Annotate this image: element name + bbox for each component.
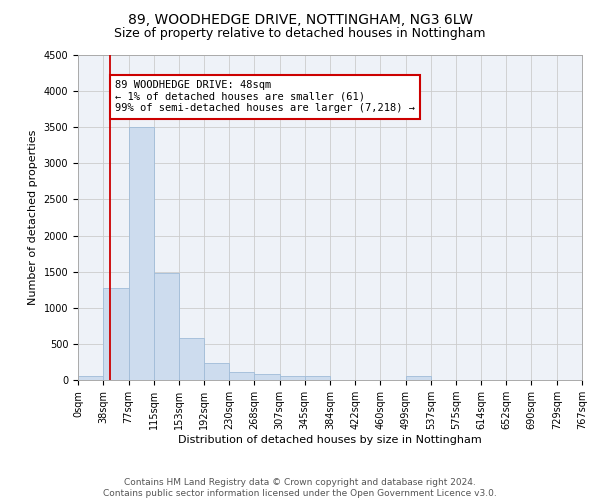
Bar bbox=[229, 372, 254, 380]
Bar bbox=[406, 376, 431, 380]
Bar bbox=[179, 338, 204, 380]
Y-axis label: Number of detached properties: Number of detached properties bbox=[28, 130, 38, 305]
Bar bbox=[103, 288, 128, 380]
Bar bbox=[305, 376, 331, 380]
Bar bbox=[254, 374, 280, 380]
X-axis label: Distribution of detached houses by size in Nottingham: Distribution of detached houses by size … bbox=[178, 435, 482, 445]
Bar bbox=[280, 376, 305, 380]
Bar bbox=[204, 364, 229, 380]
Text: Contains HM Land Registry data © Crown copyright and database right 2024.
Contai: Contains HM Land Registry data © Crown c… bbox=[103, 478, 497, 498]
Bar bbox=[78, 376, 103, 380]
Text: Size of property relative to detached houses in Nottingham: Size of property relative to detached ho… bbox=[114, 28, 486, 40]
Text: 89 WOODHEDGE DRIVE: 48sqm
← 1% of detached houses are smaller (61)
99% of semi-d: 89 WOODHEDGE DRIVE: 48sqm ← 1% of detach… bbox=[115, 80, 415, 114]
Bar bbox=[154, 273, 179, 380]
Text: 89, WOODHEDGE DRIVE, NOTTINGHAM, NG3 6LW: 89, WOODHEDGE DRIVE, NOTTINGHAM, NG3 6LW bbox=[128, 12, 473, 26]
Bar bbox=[128, 127, 154, 380]
